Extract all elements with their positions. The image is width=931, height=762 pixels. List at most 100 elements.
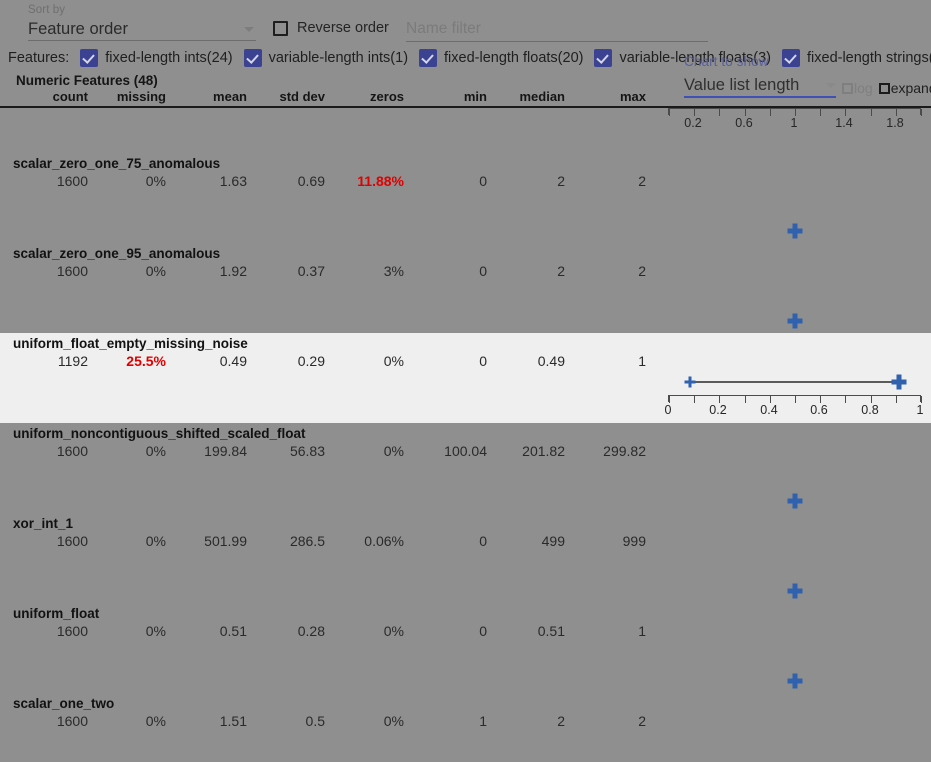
section-title: Numeric Features (48) [16, 73, 158, 88]
filter-fixed-length-strings[interactable]: fixed-length strings(6) [782, 49, 931, 67]
chart-point-marker [787, 313, 802, 329]
row-chart[interactable]: 0.20.611.41.8 [663, 603, 931, 715]
sort-by-control[interactable]: Sort by Feature order [28, 3, 256, 41]
axis-tick-label: 0.6 [735, 116, 753, 130]
row-chart[interactable] [663, 693, 931, 762]
cell-std-dev: 0.28 [297, 623, 325, 639]
cell-median: 0.51 [537, 623, 565, 639]
axis-tick [921, 109, 922, 116]
column-header-count[interactable]: count [52, 89, 88, 104]
chevron-down-icon [826, 83, 836, 88]
axis-tick [770, 396, 771, 403]
axis-tick-label: 0 [664, 403, 672, 417]
axis-tick-label: 1 [916, 403, 924, 417]
row-chart[interactable]: 0 0.2 0.4 0.6 0.8 1 [663, 333, 931, 423]
chart-axis [668, 395, 922, 403]
column-header-median[interactable]: median [519, 89, 565, 104]
cell-std-dev: 0.5 [305, 713, 325, 729]
table-row[interactable]: 0.2 0.6 1 1.4 1.8 [0, 108, 931, 153]
cell-min: 0 [479, 623, 487, 639]
feature-name: uniform_float [13, 606, 100, 621]
cell-zeros: 0% [383, 353, 404, 369]
column-header-missing[interactable]: missing [116, 89, 166, 104]
axis-tick [669, 396, 670, 403]
column-headers: count missing mean std dev zeros min median max [0, 89, 670, 106]
chart-axis [668, 108, 922, 116]
filter-variable-length-floats[interactable]: variable-length floats(3) [594, 49, 771, 67]
table-row[interactable]: scalar_zero_one_75_anomalous 1600 0% 1.63 0.… [0, 153, 931, 265]
feature-name: uniform_noncontiguous_shifted_scaled_flo… [13, 426, 306, 441]
table-row[interactable]: xor_int_1 1600 0% 501.99 286.5 0.06% 0 499 999 0.… [0, 513, 931, 625]
name-filter-input[interactable] [406, 18, 708, 42]
cell-count: 1600 [56, 713, 88, 729]
sort-by-value: Feature order [28, 20, 128, 38]
cell-zeros: 3% [383, 263, 404, 279]
controls-bar: Sort by Feature order Reverse order Feat… [0, 0, 931, 98]
cell-min: 0 [479, 353, 487, 369]
cell-std-dev: 0.37 [297, 263, 325, 279]
filter-label: variable-length floats(3) [619, 50, 771, 66]
row-stats: scalar_one_two 1600 0% 1.51 0.5 0% 1 2 2 [0, 693, 670, 762]
chart-point-marker [787, 223, 802, 239]
axis-tick [845, 109, 846, 116]
cell-mean: 0.49 [219, 353, 247, 369]
sort-by-select[interactable]: Feature order [28, 17, 256, 41]
axis-tick-label: 0.4 [760, 403, 778, 417]
table-row[interactable]: scalar_zero_one_95_anomalous 1600 0% 1.92 0.… [0, 243, 931, 355]
checkbox-unchecked-icon [273, 21, 288, 36]
axis-tick-label: 0.2 [709, 403, 727, 417]
cell-count: 1600 [56, 623, 88, 639]
row-chart[interactable]: 0.20.611.41.8 [663, 243, 931, 355]
row-chart[interactable]: 0.20.611.41.8 [663, 423, 931, 535]
cell-std-dev: 286.5 [289, 533, 325, 549]
table-row[interactable]: uniform_float_empty_missing_noise 1192 25.… [0, 333, 931, 423]
column-header-max[interactable]: max [619, 89, 646, 104]
cell-mean: 1.63 [219, 173, 247, 189]
column-header-mean[interactable]: mean [213, 89, 247, 104]
column-header-std-dev[interactable]: std dev [279, 89, 325, 104]
cell-max: 2 [638, 713, 646, 729]
filter-fixed-length-floats[interactable]: fixed-length floats(20) [419, 49, 583, 67]
row-chart[interactable]: 0.20.611.41.8 [663, 513, 931, 625]
table-row[interactable]: scalar_one_two 1600 0% 1.51 0.5 0% 1 2 2 [0, 693, 931, 762]
cell-missing: 0% [145, 173, 166, 189]
axis-tick [871, 109, 872, 116]
chevron-down-icon [244, 27, 254, 32]
cell-std-dev: 0.69 [297, 173, 325, 189]
column-header-min[interactable]: min [463, 89, 487, 104]
axis-tick [770, 109, 771, 116]
cell-count: 1192 [57, 353, 88, 369]
cell-zeros: 0% [383, 443, 404, 459]
table-row[interactable]: uniform_float 1600 0% 0.51 0.28 0% 0 0.51 1 0.20.… [0, 603, 931, 715]
table-row[interactable]: uniform_noncontiguous_shifted_scaled_flo… [0, 423, 931, 535]
checkbox-checked-icon [782, 49, 800, 67]
log-checkbox[interactable]: log [842, 80, 873, 96]
axis-tick [745, 396, 746, 403]
filter-label: fixed-length floats(20) [444, 50, 584, 66]
row-chart[interactable]: 0.20.611.41.8 [663, 153, 931, 265]
feature-rows[interactable]: 0.2 0.6 1 1.4 1.8 scalar_zero_one_75_anomalou… [0, 108, 931, 762]
expand-checkbox[interactable]: expand [878, 80, 931, 96]
axis-tick-label: 0.6 [810, 403, 828, 417]
cell-max: 299.82 [603, 443, 646, 459]
axis-tick-label: 1 [790, 116, 798, 130]
filter-variable-length-ints[interactable]: variable-length ints(1) [243, 49, 408, 67]
column-header-zeros[interactable]: zeros [370, 89, 404, 104]
chart-to-show-select[interactable]: Value list length [684, 74, 836, 98]
filter-fixed-length-ints[interactable]: fixed-length ints(24) [80, 49, 233, 67]
cell-min: 1 [479, 713, 487, 729]
cell-missing: 0% [145, 263, 166, 279]
axis-tick [921, 396, 922, 403]
cell-missing: 25.5% [126, 353, 166, 369]
chart-max-marker [891, 374, 907, 390]
feature-name: xor_int_1 [13, 516, 74, 531]
cell-zeros: 0% [383, 623, 404, 639]
axis-tick [694, 109, 695, 116]
chart-point-marker [787, 583, 802, 599]
feature-name: scalar_zero_one_75_anomalous [13, 156, 221, 171]
reverse-order-checkbox[interactable]: Reverse order [273, 20, 389, 37]
checkbox-unchecked-icon [842, 82, 853, 94]
axis-tick [896, 109, 897, 116]
chart-point-marker [787, 493, 802, 509]
